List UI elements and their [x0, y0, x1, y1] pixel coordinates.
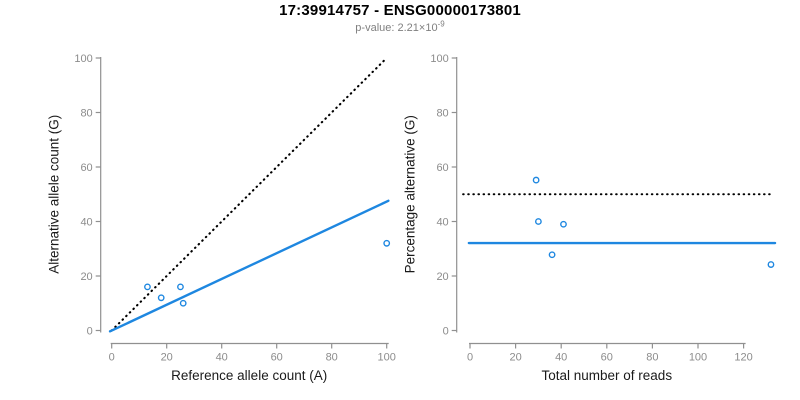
- p-value-exponent: -9: [437, 19, 445, 29]
- x-tick-label: 100: [689, 352, 707, 364]
- figure-header: 17:39914757 - ENSG00000173801 p-value: 2…: [0, 2, 800, 36]
- data-point: [535, 218, 542, 225]
- data-point: [177, 283, 184, 291]
- data-point: [157, 294, 165, 302]
- y-tick-label: 20: [80, 271, 92, 283]
- y-axis-label: Percentage alternative (G): [403, 115, 418, 273]
- y-tick-label: 80: [80, 108, 92, 120]
- x-tick-label: 40: [555, 352, 567, 364]
- data-point: [144, 283, 151, 291]
- y-tick-label: 0: [443, 326, 449, 338]
- y-tick-label: 60: [80, 162, 92, 174]
- data-point: [383, 239, 391, 247]
- x-tick-label: 60: [271, 352, 283, 364]
- identity-line: [110, 56, 388, 332]
- p-value-text: p-value: 2.21×10: [355, 21, 438, 34]
- x-tick-label: 120: [734, 352, 752, 364]
- y-tick-label: 100: [74, 53, 92, 65]
- y-tick-label: 40: [80, 217, 92, 229]
- x-tick-label: 0: [109, 352, 115, 364]
- y-axis-label: Alternative allele count (G): [47, 115, 62, 274]
- x-axis-label: Total number of reads: [542, 368, 673, 383]
- x-tick-label: 80: [326, 352, 338, 364]
- y-tick-label: 80: [436, 108, 448, 120]
- data-point: [179, 299, 187, 307]
- x-tick-label: 0: [467, 352, 473, 364]
- x-tick-label: 80: [646, 352, 658, 364]
- data-point: [767, 261, 775, 268]
- y-tick-label: 40: [436, 217, 448, 229]
- data-point: [548, 251, 556, 259]
- y-tick-label: 60: [436, 162, 448, 174]
- x-tick-label: 100: [378, 352, 396, 364]
- x-tick-label: 20: [509, 352, 521, 364]
- data-point: [560, 220, 567, 228]
- data-point: [532, 176, 540, 184]
- figure-title: 17:39914757 - ENSG00000173801: [279, 2, 521, 19]
- p-value-subtitle: p-value: 2.21×10-9: [0, 19, 800, 36]
- x-tick-label: 60: [601, 352, 613, 364]
- fit-line: [108, 199, 390, 333]
- x-tick-label: 20: [161, 352, 173, 364]
- y-tick-label: 20: [436, 271, 448, 283]
- y-tick-label: 0: [87, 326, 93, 338]
- x-axis-label: Reference allele count (A): [171, 368, 327, 383]
- y-tick-label: 100: [430, 53, 448, 65]
- x-tick-label: 40: [216, 352, 228, 364]
